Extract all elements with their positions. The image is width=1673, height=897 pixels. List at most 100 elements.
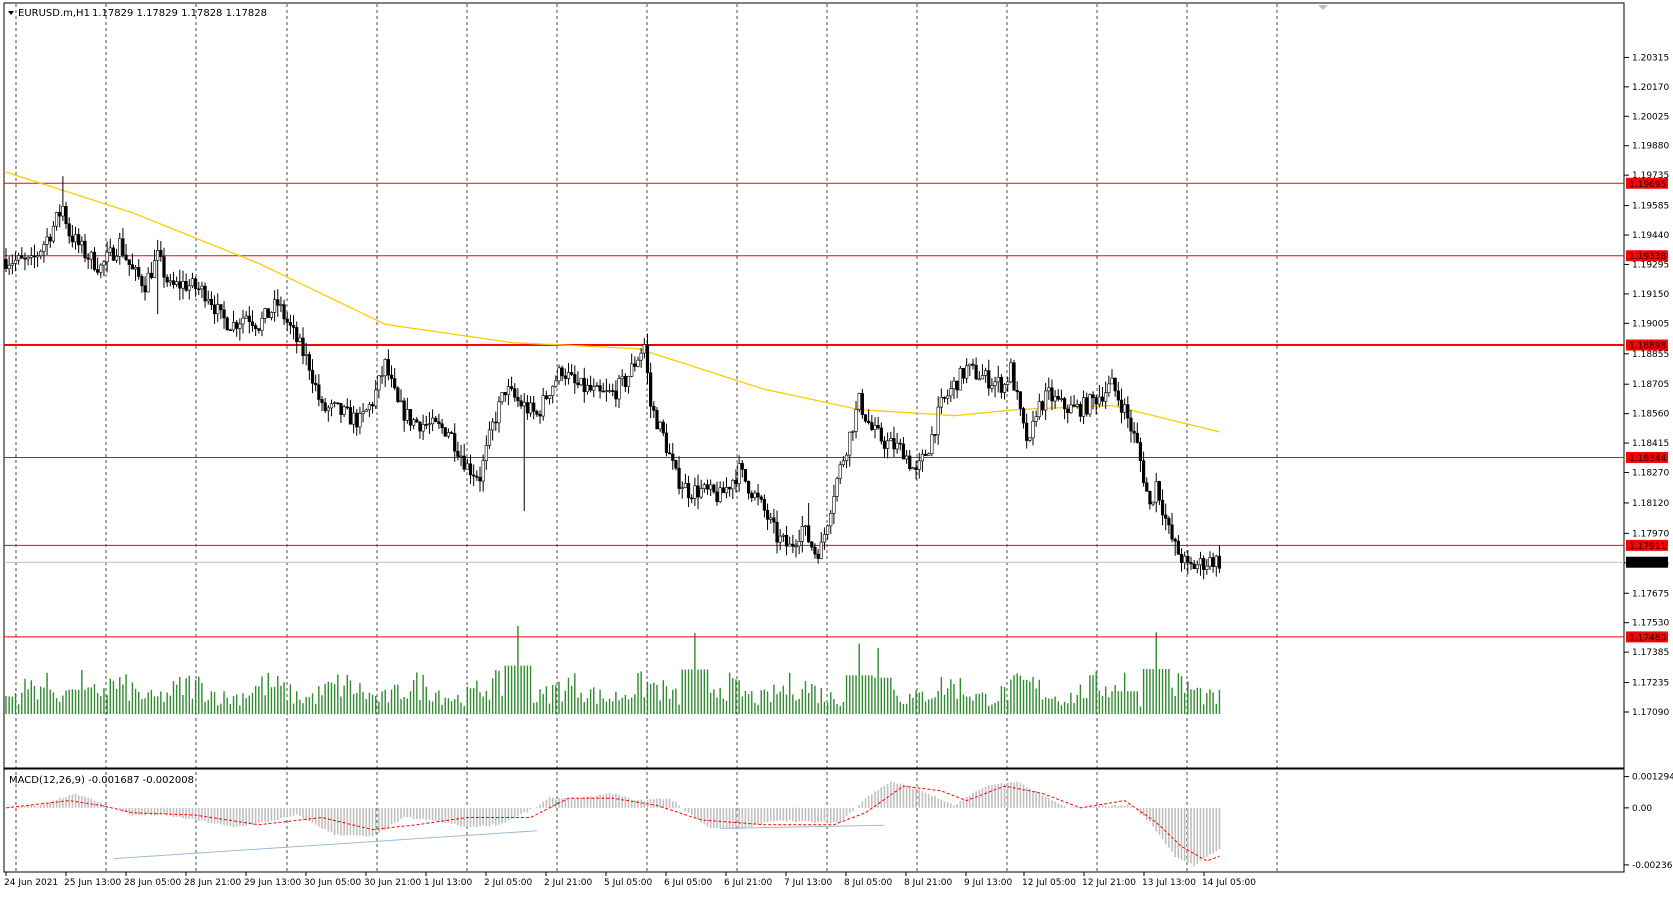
candle <box>1018 390 1022 416</box>
candle-body <box>797 540 801 547</box>
candle <box>10 254 14 275</box>
candle-body <box>939 397 943 408</box>
candle <box>816 549 820 564</box>
candle-body <box>481 460 485 482</box>
candle-body <box>683 483 687 489</box>
candle-body <box>140 276 144 287</box>
candle <box>983 367 988 383</box>
time-tick-label: 13 Jul 13:00 <box>1142 878 1196 888</box>
candle <box>111 244 116 262</box>
price-tick-label: 1.19440 <box>1632 231 1669 241</box>
chart-shift-marker-icon[interactable] <box>1318 5 1328 10</box>
candle-body <box>781 535 785 537</box>
candle <box>920 449 924 472</box>
time-axis: 24 Jun 2021 25 Jun 13:00 28 Jun 05:00 28 Ju… <box>4 872 1256 888</box>
candle-body <box>825 525 830 535</box>
candle <box>130 253 135 270</box>
candle <box>190 272 195 289</box>
candle <box>626 375 631 394</box>
candle <box>159 241 163 262</box>
candle-body <box>83 240 87 259</box>
candle <box>149 262 153 280</box>
candle-body <box>579 377 583 386</box>
candle <box>254 323 258 337</box>
candle <box>914 461 918 480</box>
candle-body <box>1110 377 1114 385</box>
candle-body <box>614 390 618 400</box>
price-tick-label: 1.20315 <box>1632 53 1669 63</box>
candle <box>77 228 81 254</box>
candle-body <box>225 317 229 331</box>
candle-body <box>661 421 665 434</box>
candle <box>314 374 318 392</box>
candle-body <box>908 455 912 469</box>
candle <box>86 253 90 269</box>
candle <box>705 479 710 495</box>
candle <box>630 353 634 378</box>
dropdown-triangle-icon[interactable] <box>8 11 14 15</box>
candle <box>743 469 748 483</box>
price-tick-label: 1.20025 <box>1632 112 1669 122</box>
candle <box>481 454 485 492</box>
candle <box>1126 396 1130 429</box>
candle <box>4 248 8 273</box>
candle <box>936 396 940 445</box>
candle <box>968 363 972 376</box>
candle <box>911 466 915 470</box>
candle <box>598 379 602 399</box>
price-tick-label: 1.18855 <box>1632 350 1669 360</box>
candle <box>1006 377 1010 392</box>
candle-body <box>588 384 593 391</box>
candle <box>212 295 217 324</box>
price-tick-label: 1.17675 <box>1632 589 1669 599</box>
candle-body <box>361 411 365 414</box>
candle-body <box>20 255 24 259</box>
candle <box>168 273 172 287</box>
candle-body <box>1138 442 1143 461</box>
candle-body <box>456 450 460 457</box>
candle-body <box>121 238 125 256</box>
candle <box>333 401 337 408</box>
candle <box>690 494 694 504</box>
candle-body <box>491 421 495 431</box>
candle-body <box>1069 404 1073 414</box>
candle <box>443 426 447 438</box>
candle <box>614 380 618 407</box>
candle <box>427 411 432 434</box>
candle-body <box>743 469 748 482</box>
candle-body <box>535 411 539 415</box>
candle-body <box>930 434 934 455</box>
candle <box>737 455 741 492</box>
candle <box>756 483 760 506</box>
level-price-label: 1.17911 <box>1629 542 1666 552</box>
candle-body <box>399 400 403 403</box>
candle <box>20 247 24 259</box>
candle <box>1034 410 1038 427</box>
candle-body <box>408 409 413 426</box>
horizontal-levels[interactable]: 1.19695 1.19338 1.18898 1.18344 1.17911 1.174… <box>4 177 1668 644</box>
candle <box>301 327 305 365</box>
candle <box>295 321 299 354</box>
candle-body <box>465 463 469 470</box>
candle-body <box>901 443 906 460</box>
candle <box>1104 381 1108 409</box>
candle <box>939 388 943 414</box>
candle <box>560 365 564 382</box>
candle <box>1110 369 1114 385</box>
candle-body <box>187 285 191 291</box>
candle <box>491 417 495 441</box>
candle-body <box>765 509 770 520</box>
candle <box>942 396 947 403</box>
candle-body <box>971 363 975 366</box>
candle <box>225 316 229 331</box>
candle-body <box>794 545 798 548</box>
candle <box>728 486 732 497</box>
candle <box>674 459 678 471</box>
candle <box>535 409 539 417</box>
candle-body <box>374 389 378 407</box>
candle-body <box>870 422 874 430</box>
level-price-tag <box>1626 177 1668 189</box>
candle <box>1119 388 1124 424</box>
